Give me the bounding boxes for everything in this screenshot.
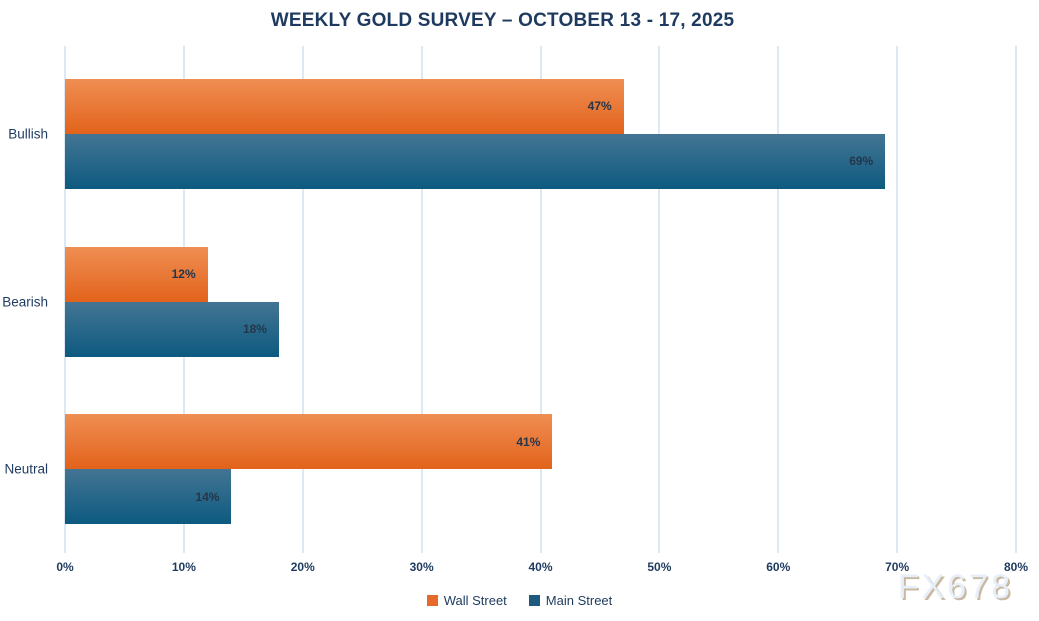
legend-label-wall-street: Wall Street [443,593,507,608]
x-tick-label: 80% [1003,560,1029,574]
bar-value-label: 41% [516,434,541,449]
x-tick-label: 10% [171,560,196,574]
bar-wall-street-neutral: 41% [65,414,553,470]
bar-value-label: 18% [242,322,267,336]
category-label-bullish: Bullish [8,126,48,142]
gridline [896,46,899,553]
chart-title: WEEKLY GOLD SURVEY – OCTOBER 13 - 17, 20… [270,10,735,31]
category-label-bearish: Bearish [2,294,48,309]
legend-label-main-street: Main Street [545,593,613,608]
x-tick-label: 40% [528,560,553,574]
x-tick-label: 30% [409,560,434,574]
bar-value-label: 12% [171,267,196,281]
x-tick-label: 60% [766,560,791,574]
category-label-neutral: Neutral [4,461,48,477]
bar-main-street-neutral: 14% [65,469,232,525]
bar-value-label: 47% [587,99,612,114]
x-tick-label: 50% [647,560,672,574]
gridline [1015,46,1017,553]
wall-street-swatch-icon [426,595,438,606]
gridline [658,46,661,553]
gridline [420,46,423,553]
legend-item-main-street: Main Street [528,593,613,608]
main-street-swatch-icon [528,595,540,606]
bar-main-street-bullish: 69% [65,133,886,189]
x-tick-label: 0% [56,560,74,574]
gridline [777,46,780,553]
x-tick-label: 20% [290,560,315,574]
fx678-watermark: FX678 [897,568,1013,606]
gridline [539,46,542,553]
bar-value-label: 14% [195,489,220,504]
x-tick-label: 70% [885,560,910,574]
bar-main-street-bearish: 18% [65,301,279,357]
bar-value-label: 69% [849,154,874,169]
legend-item-wall-street: Wall Street [426,593,507,608]
gridline [301,46,304,553]
bar-wall-street-bullish: 47% [65,78,624,134]
legend: Wall Street Main Street [0,593,1039,608]
bar-wall-street-bearish: 12% [65,246,208,302]
